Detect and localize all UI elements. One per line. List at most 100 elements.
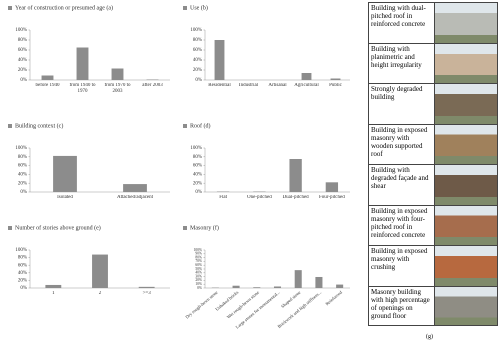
x-tick-label-box: Artisanal xyxy=(268,83,287,88)
example-row: Masonry building with high percentage of… xyxy=(368,285,498,326)
x-tick-label-box: after 2003 xyxy=(142,83,163,88)
photo xyxy=(435,286,497,325)
y-tick-label: 0% xyxy=(20,190,27,195)
y-tick-label: 100% xyxy=(15,146,27,151)
x-tick-label-box: Public xyxy=(329,83,342,88)
x-tick-label-box: Isolated xyxy=(57,195,73,200)
legend-swatch xyxy=(8,226,12,230)
bar xyxy=(315,276,323,288)
bar xyxy=(146,79,159,80)
x-tick-label: Four-pitched xyxy=(319,195,345,200)
panel-g: Building with dual-pitched roof in reinf… xyxy=(368,2,498,326)
x-tick-label-box: Flat xyxy=(219,195,227,200)
example-row: Building with degraded façade and shear xyxy=(368,164,498,205)
example-row: Strongly degraded building xyxy=(368,83,498,124)
chart-title: Year of construction or presumed age (a) xyxy=(15,4,113,11)
y-tick-label: 10% xyxy=(195,282,202,286)
bar xyxy=(138,286,155,288)
x-tick-label: Artisanal xyxy=(268,83,287,88)
legend-swatch xyxy=(8,6,12,10)
x-tick-label-box: Attached/adjacent xyxy=(116,195,154,200)
photo xyxy=(435,43,497,83)
x-tick-label-box: from 1940 to 1970 xyxy=(69,83,95,94)
y-tick-label: 20% xyxy=(18,181,27,186)
y-tick-label: 0% xyxy=(195,78,202,83)
bar xyxy=(330,78,341,80)
x-tick-label-box: Dual-pitched xyxy=(282,195,309,200)
y-tick-label: 80% xyxy=(193,38,202,43)
bar xyxy=(123,184,147,192)
chart-title: Use (b) xyxy=(190,4,208,11)
y-tick-label: 20% xyxy=(193,68,202,73)
bar xyxy=(325,182,339,192)
caption: Building in exposed masonry with wooden … xyxy=(369,124,435,164)
bar xyxy=(53,155,77,192)
photo xyxy=(435,165,497,205)
y-tick-label: 100% xyxy=(194,248,202,252)
y-tick-label: 60% xyxy=(18,164,27,169)
y-tick-label: 80% xyxy=(18,155,27,160)
x-tick-label-box: Agricultural xyxy=(294,83,319,88)
x-tick-label: Attached/adjacent xyxy=(116,195,154,200)
y-tick-label: 40% xyxy=(18,173,27,178)
x-tick-label-box: before 1940 xyxy=(35,83,60,88)
x-tick-label: before 1940 xyxy=(35,83,60,88)
y-tick-label: 20% xyxy=(18,279,27,284)
bar xyxy=(45,284,62,288)
caption: Building with planimetric and height irr… xyxy=(369,43,435,83)
caption: Masonry building with high percentage of… xyxy=(369,286,435,325)
example-row: Building in exposed masonry with crushin… xyxy=(368,245,498,286)
caption: Strongly degraded building xyxy=(369,84,435,124)
legend-swatch xyxy=(183,124,187,128)
y-tick-label: 90% xyxy=(195,252,202,256)
y-tick-label: 0% xyxy=(197,286,202,290)
x-tick-label-box: One-pitched xyxy=(247,195,272,200)
x-tick-label: Dry rough-hewn stone xyxy=(184,290,218,320)
photo xyxy=(435,205,497,245)
bar xyxy=(92,254,108,288)
y-tick-label: 40% xyxy=(18,58,27,63)
photo xyxy=(435,124,497,164)
x-tick-label: 2 xyxy=(98,291,102,296)
y-tick-label: 100% xyxy=(190,146,202,151)
charts: Year of construction or presumed age (a)… xyxy=(8,4,350,330)
caption: Building in exposed masonry with four-pi… xyxy=(369,205,435,245)
photo xyxy=(435,3,497,43)
bar xyxy=(41,75,54,80)
y-tick-label: 0% xyxy=(195,190,202,195)
example-row: Building in exposed masonry with four-pi… xyxy=(368,204,498,245)
y-tick-label: 20% xyxy=(195,278,202,282)
x-tick-label-box: 2 xyxy=(98,291,102,296)
example-row: Building with dual-pitched roof in reinf… xyxy=(368,2,498,43)
x-tick-label-box: >=3 xyxy=(143,291,151,296)
y-tick-label: 40% xyxy=(193,58,202,63)
y-tick-label: 100% xyxy=(15,28,27,33)
y-tick-label: 40% xyxy=(195,271,202,275)
y-tick-label: 30% xyxy=(195,274,202,278)
y-tick-label: 20% xyxy=(18,68,27,73)
x-tick-label-box: Industrial xyxy=(239,83,258,88)
y-tick-label: 20% xyxy=(193,181,202,186)
x-tick-label: Large stones for monumental... xyxy=(235,290,281,330)
y-tick-label: 0% xyxy=(20,286,27,291)
bar xyxy=(111,68,124,80)
x-tick-label: Reinforced xyxy=(324,289,343,306)
bar xyxy=(76,47,89,80)
bar xyxy=(214,40,225,80)
x-tick-label: after 2003 xyxy=(142,83,163,88)
legend-swatch xyxy=(183,226,187,230)
x-tick-label: Dual-pitched xyxy=(282,195,309,200)
y-tick-label: 80% xyxy=(18,256,27,261)
panel-g-label: (g) xyxy=(426,334,433,340)
x-tick-label-box: Residential xyxy=(208,83,231,88)
bar xyxy=(273,286,282,288)
y-tick-label: 100% xyxy=(15,248,27,253)
y-tick-label: 60% xyxy=(18,48,27,53)
x-tick-label: Agricultural xyxy=(294,83,319,88)
example-row: Building in exposed masonry with wooden … xyxy=(368,123,498,164)
bar xyxy=(232,285,240,288)
y-tick-label: 40% xyxy=(18,271,27,276)
y-tick-label: 40% xyxy=(193,173,202,178)
x-tick-label: Public xyxy=(329,83,342,88)
